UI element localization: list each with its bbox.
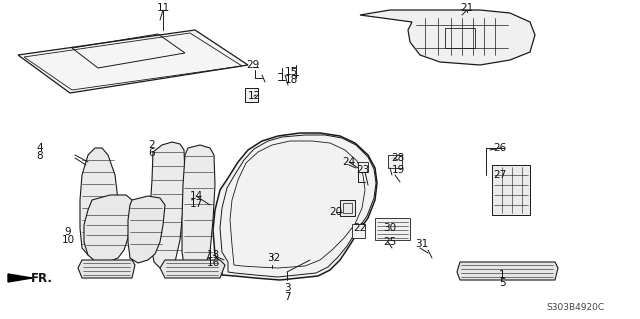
Polygon shape bbox=[8, 274, 32, 282]
Polygon shape bbox=[340, 200, 355, 216]
Polygon shape bbox=[358, 162, 368, 172]
Polygon shape bbox=[457, 262, 558, 280]
Text: 19: 19 bbox=[392, 165, 404, 175]
Text: 12: 12 bbox=[248, 91, 260, 101]
Text: 27: 27 bbox=[493, 170, 507, 180]
Text: 4: 4 bbox=[36, 143, 44, 153]
Text: 6: 6 bbox=[148, 148, 156, 158]
Text: 3: 3 bbox=[284, 283, 291, 293]
Text: 29: 29 bbox=[246, 60, 260, 70]
Polygon shape bbox=[18, 30, 248, 93]
Text: 15: 15 bbox=[284, 67, 298, 77]
Text: FR.: FR. bbox=[31, 271, 53, 285]
Text: 31: 31 bbox=[415, 239, 429, 249]
Text: 23: 23 bbox=[356, 165, 370, 175]
Text: 14: 14 bbox=[189, 191, 203, 201]
Text: 10: 10 bbox=[61, 235, 75, 245]
Text: 26: 26 bbox=[493, 143, 507, 153]
Text: 32: 32 bbox=[268, 253, 280, 263]
Text: 22: 22 bbox=[353, 223, 367, 233]
Text: 30: 30 bbox=[383, 223, 397, 233]
Polygon shape bbox=[80, 148, 118, 255]
Text: S303B4920C: S303B4920C bbox=[546, 303, 604, 313]
Polygon shape bbox=[213, 133, 377, 280]
Polygon shape bbox=[150, 142, 185, 268]
Text: 28: 28 bbox=[392, 153, 404, 163]
Polygon shape bbox=[128, 196, 165, 263]
Text: 13: 13 bbox=[206, 250, 220, 260]
Polygon shape bbox=[360, 10, 535, 65]
Text: 18: 18 bbox=[284, 75, 298, 85]
Polygon shape bbox=[388, 155, 402, 168]
Text: 9: 9 bbox=[65, 227, 71, 237]
Polygon shape bbox=[160, 260, 225, 278]
Text: 11: 11 bbox=[156, 3, 170, 13]
Text: 7: 7 bbox=[284, 292, 291, 302]
Text: 24: 24 bbox=[342, 157, 356, 167]
Polygon shape bbox=[245, 88, 258, 102]
Text: 2: 2 bbox=[148, 140, 156, 150]
Polygon shape bbox=[84, 195, 132, 262]
Text: 17: 17 bbox=[189, 199, 203, 209]
Text: 8: 8 bbox=[36, 151, 44, 161]
Polygon shape bbox=[375, 218, 410, 240]
Text: 20: 20 bbox=[330, 207, 342, 217]
Text: 5: 5 bbox=[499, 278, 506, 288]
Text: 21: 21 bbox=[460, 3, 474, 13]
Text: 1: 1 bbox=[499, 270, 506, 280]
Text: 16: 16 bbox=[206, 258, 220, 268]
Polygon shape bbox=[352, 224, 365, 238]
Text: 25: 25 bbox=[383, 237, 397, 247]
Polygon shape bbox=[492, 165, 530, 215]
Polygon shape bbox=[78, 260, 135, 278]
Polygon shape bbox=[182, 145, 215, 270]
